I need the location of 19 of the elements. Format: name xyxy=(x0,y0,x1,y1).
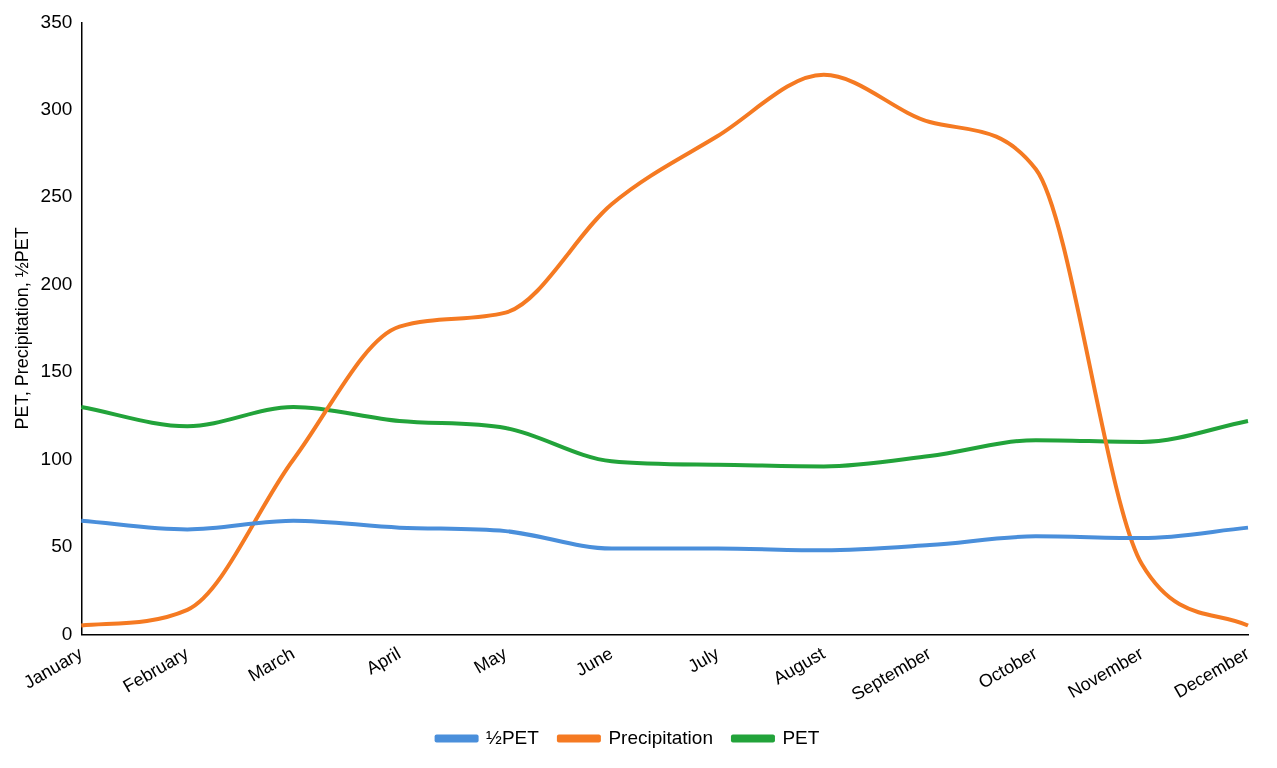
x-tick-label: July xyxy=(684,643,723,677)
legend-label: PET xyxy=(782,726,820,748)
x-tick-label: June xyxy=(572,643,617,680)
legend-label: ½PET xyxy=(486,726,540,748)
y-tick-label: 300 xyxy=(40,98,73,120)
line-series xyxy=(79,405,1250,469)
y-tick-label: 50 xyxy=(51,535,73,557)
y-tick-label: 150 xyxy=(40,360,73,382)
x-tick-label: May xyxy=(470,643,511,678)
line-series xyxy=(79,72,1250,628)
y-tick-label: 0 xyxy=(61,622,73,644)
legend-label: Precipitation xyxy=(608,726,713,748)
line-series xyxy=(79,518,1250,553)
x-tick-label: April xyxy=(362,643,404,679)
y-tick-label: 100 xyxy=(40,447,73,469)
y-tick-label: 200 xyxy=(40,272,73,294)
y-axis-title: PET, Precipitation, ½PET xyxy=(11,227,32,430)
y-tick-label: 250 xyxy=(40,185,73,207)
y-tick-label: 350 xyxy=(40,10,73,32)
